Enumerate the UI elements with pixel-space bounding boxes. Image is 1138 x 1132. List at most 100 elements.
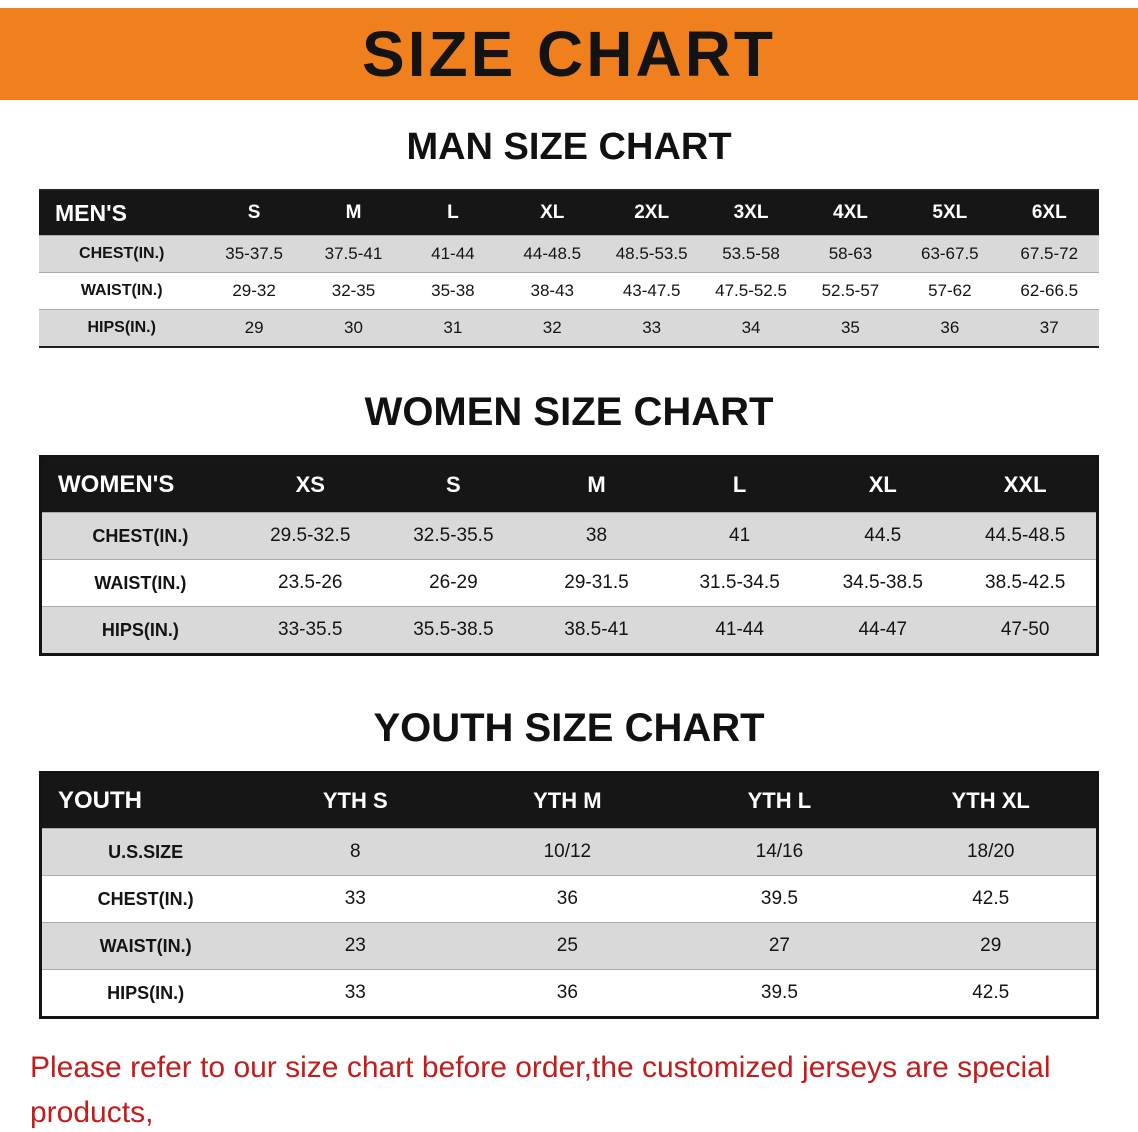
value-cell: 33 xyxy=(249,875,462,923)
size-header-cell: 2XL xyxy=(601,190,702,236)
value-cell: 47-50 xyxy=(954,606,1098,655)
value-cell: 29 xyxy=(204,309,304,347)
value-cell: 23 xyxy=(249,922,462,970)
value-cell: 37.5-41 xyxy=(303,235,404,273)
row-label-cell: CHEST(IN.) xyxy=(40,875,250,923)
size-header-cell: XXL xyxy=(954,456,1098,513)
size-header-cell: YTH XL xyxy=(885,772,1098,829)
value-cell: 18/20 xyxy=(885,828,1098,876)
table-row: HIPS(IN.) 29 30 31 32 33 34 35 36 37 xyxy=(39,309,1099,347)
size-header-cell: 4XL xyxy=(800,190,901,236)
row-label-cell: WAIST(IN.) xyxy=(40,922,250,970)
value-cell: 25 xyxy=(461,922,674,970)
value-cell: 35-38 xyxy=(403,272,503,310)
value-cell: 38.5-42.5 xyxy=(954,559,1098,607)
table-title-cell: YOUTH xyxy=(40,772,250,829)
value-cell: 39.5 xyxy=(673,969,886,1018)
value-cell: 41-44 xyxy=(668,606,812,655)
size-header-cell: L xyxy=(403,190,503,236)
value-cell: 36 xyxy=(900,309,1000,347)
value-cell: 34.5-38.5 xyxy=(811,559,955,607)
value-cell: 35 xyxy=(800,309,901,347)
youth-section-heading: YOUTH SIZE CHART xyxy=(373,706,765,750)
value-cell: 62-66.5 xyxy=(999,272,1099,310)
table-row: WAIST(IN.) 23 25 27 29 xyxy=(40,922,1098,970)
header-row: MEN'S S M L XL 2XL 3XL 4XL 5XL 6XL xyxy=(39,190,1099,236)
value-cell: 29-31.5 xyxy=(524,559,669,607)
value-cell: 42.5 xyxy=(885,969,1098,1018)
value-cell: 29-32 xyxy=(204,272,304,310)
value-cell: 34 xyxy=(701,309,801,347)
value-cell: 31 xyxy=(403,309,503,347)
value-cell: 41-44 xyxy=(403,235,503,273)
header-row: YOUTH YTH S YTH M YTH L YTH XL xyxy=(40,772,1098,829)
size-header-cell: XS xyxy=(238,456,382,513)
value-cell: 10/12 xyxy=(461,828,674,876)
value-cell: 26-29 xyxy=(381,559,525,607)
table-title-cell: WOMEN'S xyxy=(40,456,239,513)
value-cell: 27 xyxy=(673,922,886,970)
row-label-cell: WAIST(IN.) xyxy=(40,559,239,607)
table-title-cell: MEN'S xyxy=(39,190,205,236)
value-cell: 33-35.5 xyxy=(238,606,382,655)
value-cell: 47.5-52.5 xyxy=(701,272,801,310)
row-label-cell: HIPS(IN.) xyxy=(40,606,239,655)
row-label-cell: CHEST(IN.) xyxy=(39,235,205,273)
women-section-heading: WOMEN SIZE CHART xyxy=(364,390,774,434)
value-cell: 39.5 xyxy=(673,875,886,923)
value-cell: 67.5-72 xyxy=(999,235,1099,273)
table-row: HIPS(IN.) 33 36 39.5 42.5 xyxy=(40,969,1098,1018)
youth-size-table: YOUTH YTH S YTH M YTH L YTH XL U.S.SIZE 8 10/12… xyxy=(39,771,1099,1019)
value-cell: 52.5-57 xyxy=(800,272,901,310)
size-header-cell: L xyxy=(668,456,812,513)
value-cell: 42.5 xyxy=(885,875,1098,923)
table-row: CHEST(IN.) 33 36 39.5 42.5 xyxy=(40,875,1098,923)
size-header-cell: S xyxy=(204,190,304,236)
women-size-table: WOMEN'S XS S M L XL XXL CHEST(IN.) 29.5-32.5 32.5… xyxy=(39,455,1099,656)
value-cell: 33 xyxy=(249,969,462,1018)
value-cell: 29.5-32.5 xyxy=(238,512,382,560)
value-cell: 36 xyxy=(461,969,674,1018)
value-cell: 32-35 xyxy=(303,272,404,310)
value-cell: 30 xyxy=(303,309,404,347)
page-title: SIZE CHART xyxy=(362,18,776,90)
value-cell: 38 xyxy=(524,512,669,560)
value-cell: 37 xyxy=(999,309,1099,347)
banner: SIZE CHART xyxy=(0,8,1138,100)
size-header-cell: XL xyxy=(811,456,955,513)
size-header-cell: YTH S xyxy=(249,772,462,829)
value-cell: 58-63 xyxy=(800,235,901,273)
size-header-cell: XL xyxy=(502,190,602,236)
value-cell: 32.5-35.5 xyxy=(381,512,525,560)
table-row: CHEST(IN.) 35-37.5 37.5-41 41-44 44-48.5 48.5… xyxy=(39,235,1099,273)
row-label-cell: CHEST(IN.) xyxy=(40,512,239,560)
disclaimer-line-1: Please refer to our size chart before or… xyxy=(30,1051,1051,1129)
value-cell: 38-43 xyxy=(502,272,602,310)
disclaimer-text: Please refer to our size chart before or… xyxy=(30,1045,1108,1132)
value-cell: 23.5-26 xyxy=(238,559,382,607)
value-cell: 29 xyxy=(885,922,1098,970)
men-size-table: MEN'S S M L XL 2XL 3XL 4XL 5XL 6XL CHEST(IN.) 35-37… xyxy=(39,189,1099,348)
table-row: HIPS(IN.) 33-35.5 35.5-38.5 38.5-41 41-44 44-… xyxy=(40,606,1098,655)
value-cell: 44.5-48.5 xyxy=(954,512,1098,560)
value-cell: 41 xyxy=(668,512,812,560)
row-label-cell: HIPS(IN.) xyxy=(40,969,250,1018)
size-header-cell: YTH M xyxy=(461,772,674,829)
value-cell: 44-47 xyxy=(811,606,955,655)
men-section-heading: MAN SIZE CHART xyxy=(406,126,732,168)
row-label-cell: HIPS(IN.) xyxy=(39,309,205,347)
value-cell: 35.5-38.5 xyxy=(381,606,525,655)
row-label-cell: WAIST(IN.) xyxy=(39,272,205,310)
size-header-cell: M xyxy=(524,456,669,513)
row-label-cell: U.S.SIZE xyxy=(40,828,250,876)
size-header-cell: 6XL xyxy=(999,190,1099,236)
value-cell: 8 xyxy=(249,828,462,876)
header-row: WOMEN'S XS S M L XL XXL xyxy=(40,456,1098,513)
value-cell: 14/16 xyxy=(673,828,886,876)
value-cell: 38.5-41 xyxy=(524,606,669,655)
value-cell: 63-67.5 xyxy=(900,235,1000,273)
size-header-cell: M xyxy=(303,190,404,236)
value-cell: 53.5-58 xyxy=(701,235,801,273)
table-row: WAIST(IN.) 29-32 32-35 35-38 38-43 43-47.5 47.… xyxy=(39,272,1099,310)
